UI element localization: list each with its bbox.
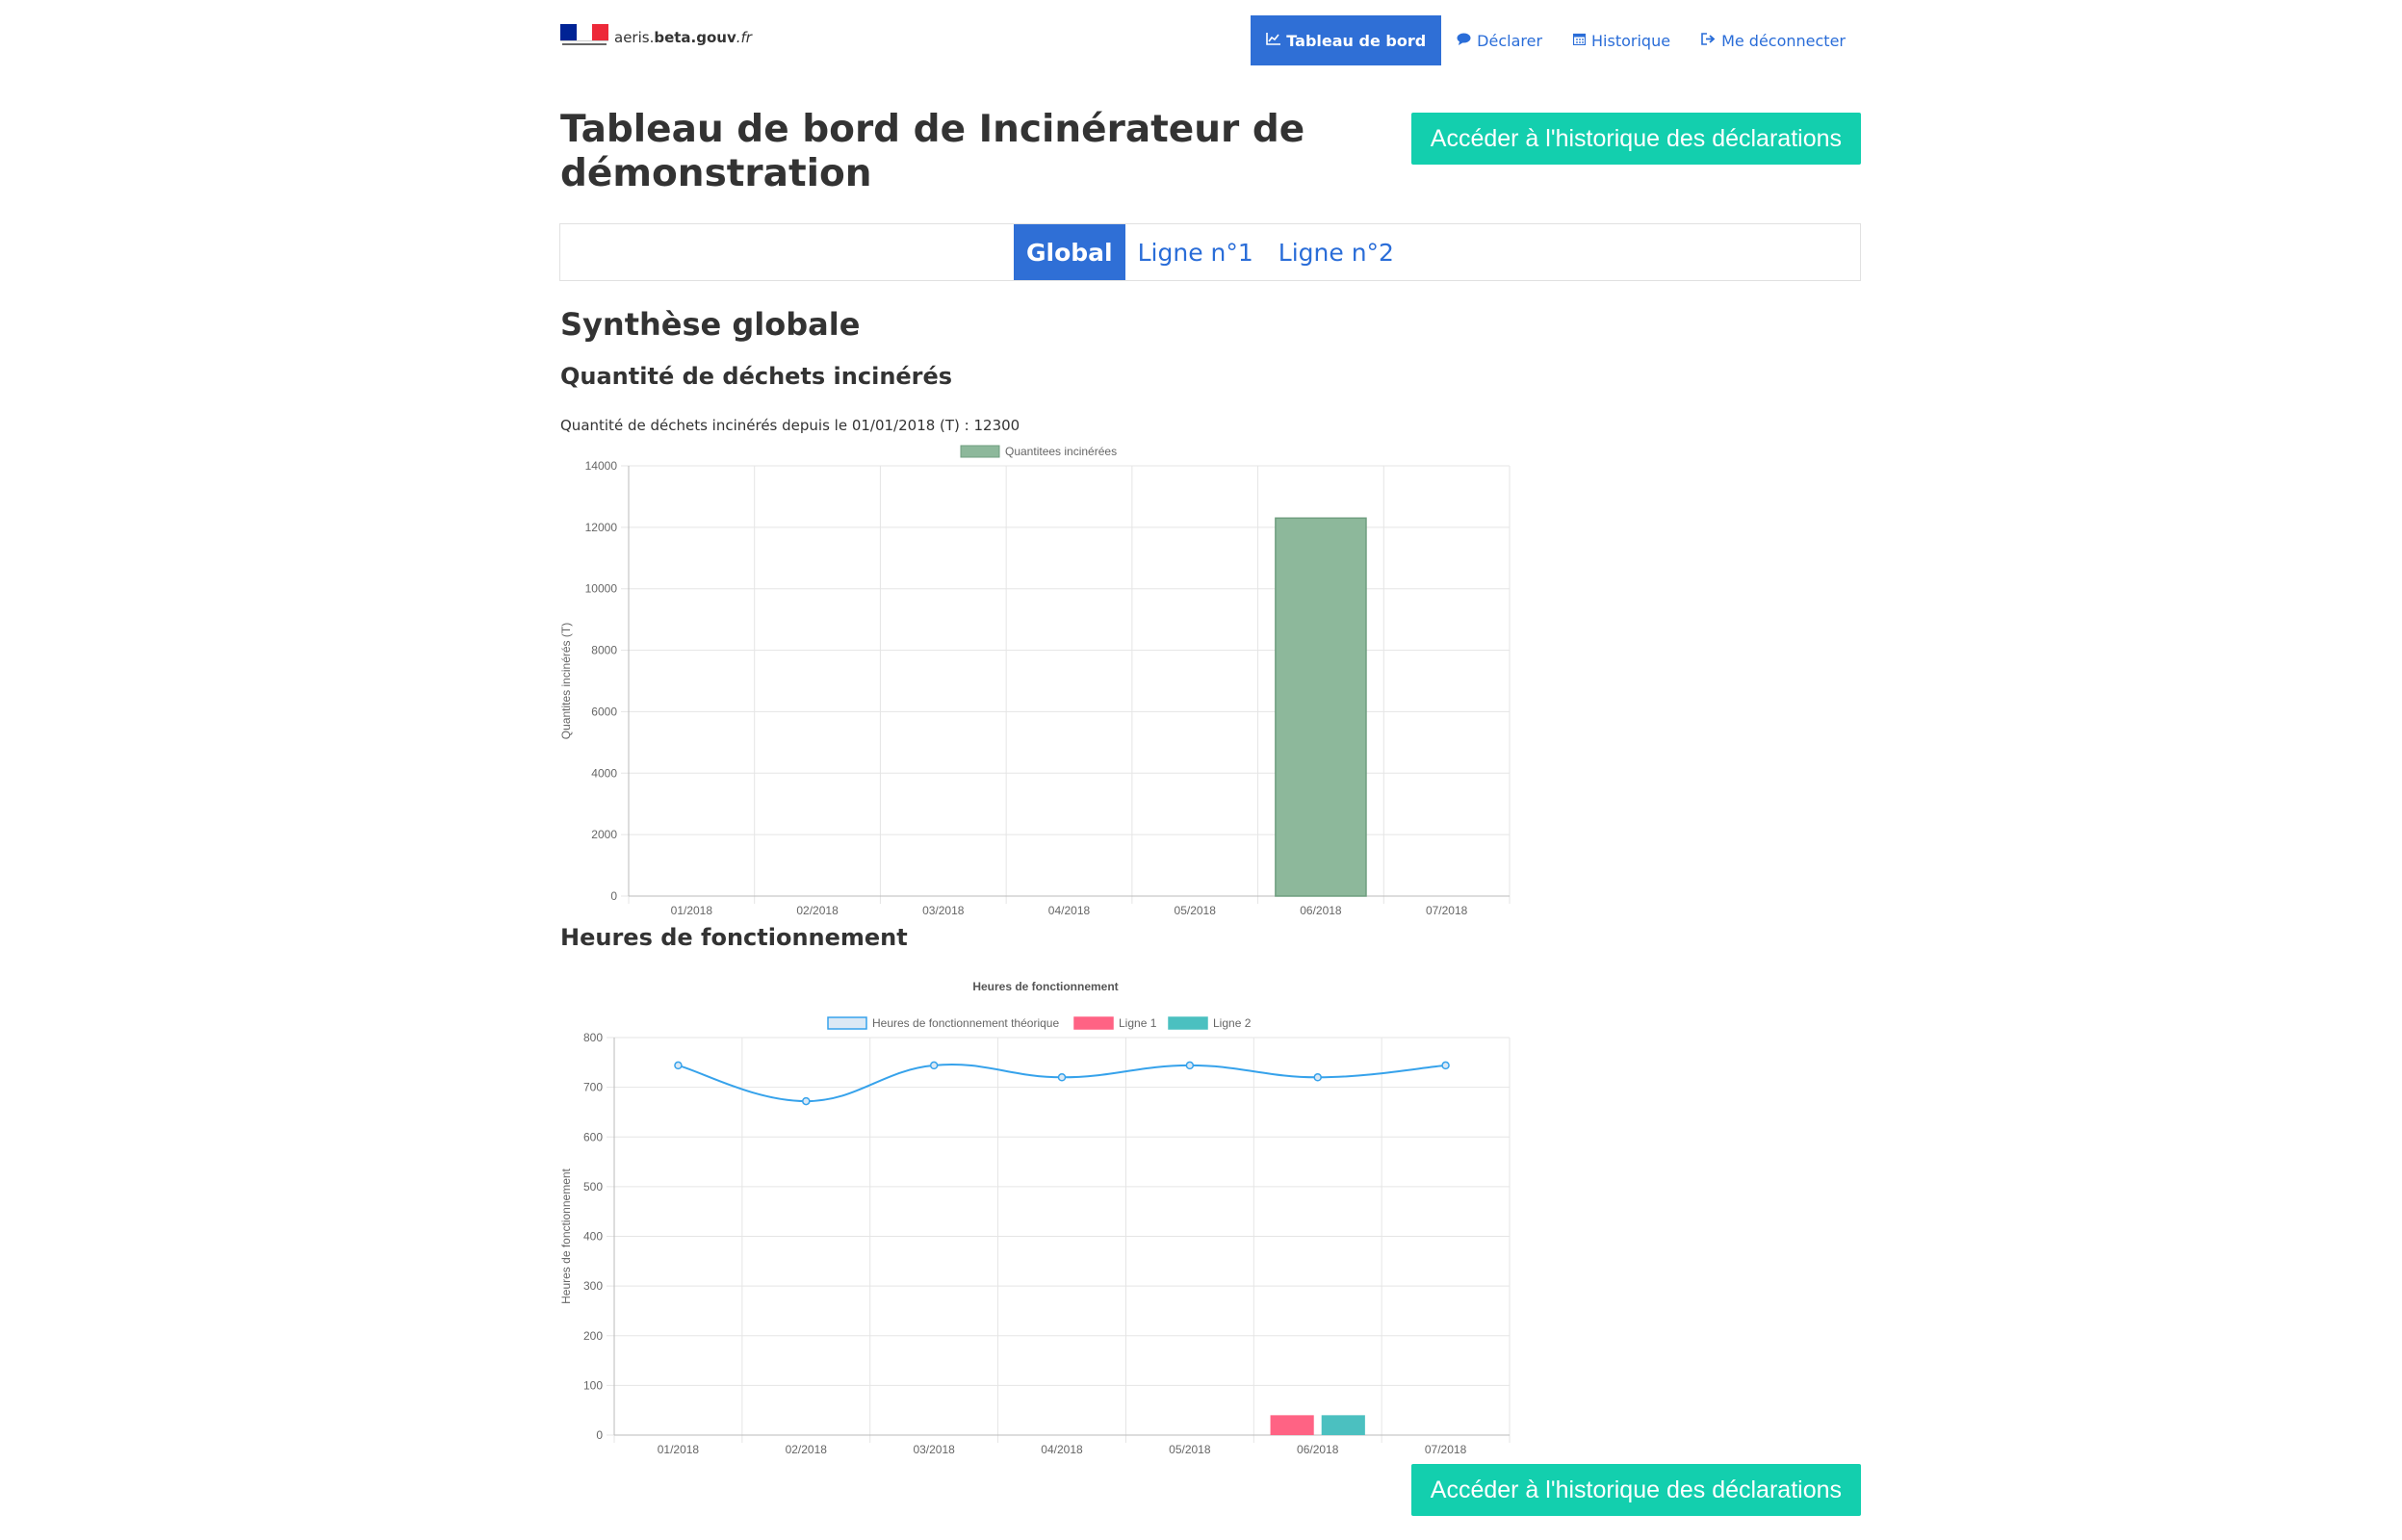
logo-text: aeris.beta.gouv.fr [614,29,752,46]
point-theorique-01-2018 [674,1061,683,1070]
x-tick-label: 03/2018 [913,1443,955,1456]
legend-swatch-ligne-2 [1168,1016,1208,1030]
y-tick-label: 400 [583,1230,603,1244]
legend-label-ligne-2: Ligne 2 [1213,1016,1252,1030]
x-tick-label: 05/2018 [1169,1443,1211,1456]
calendar-icon [1572,33,1587,49]
tab-global[interactable]: Global [1014,224,1125,280]
y-axis-label: Heures de fonctionnement [559,1168,573,1303]
x-tick-label: 06/2018 [1300,904,1342,917]
bar-ligne-2-06-2018 [1321,1415,1365,1435]
y-tick-label: 0 [596,1428,603,1442]
legend-swatch-quantites [960,445,1000,458]
site-logo[interactable]: aeris.beta.gouv.fr [560,21,752,54]
x-tick-label: 02/2018 [786,1443,828,1456]
line-chart-icon [1266,32,1281,49]
x-tick-label: 07/2018 [1426,904,1468,917]
y-tick-label: 600 [583,1130,603,1143]
marianne-flag-icon [560,24,609,51]
y-tick-label: 700 [583,1081,603,1094]
nav-historique[interactable]: Historique [1558,15,1686,65]
y-tick-label: 500 [583,1180,603,1194]
tab-ligne-1[interactable]: Ligne n°1 [1137,238,1253,267]
legend-swatch-theorique [827,1016,867,1030]
legend-label-quantites: Quantitees incinérées [1005,445,1117,458]
sign-out-icon [1701,32,1716,49]
bar-ligne-1-06-2018 [1270,1415,1314,1435]
x-tick-label: 05/2018 [1175,904,1217,917]
history-button-bottom[interactable]: Accéder à l'historique des déclarations [1410,1464,1861,1516]
waste-section-title: Quantité de déchets incinérés [560,363,953,390]
point-theorique-05-2018 [1185,1061,1195,1070]
y-tick-label: 4000 [591,766,617,780]
point-theorique-07-2018 [1441,1061,1450,1070]
nav-me-deconnecter[interactable]: Me déconnecter [1686,15,1861,65]
line-tabs: Global Ligne n°1 Ligne n°2 [559,223,1861,281]
x-tick-label: 07/2018 [1425,1443,1467,1456]
hours-section-title: Heures de fonctionnement [560,924,908,951]
y-tick-label: 6000 [591,705,617,718]
point-theorique-06-2018 [1313,1073,1322,1082]
chart-title: Heures de fonctionnement [972,980,1118,993]
y-tick-label: 200 [583,1329,603,1343]
section-title-synthese: Synthèse globale [560,306,861,343]
x-tick-label: 01/2018 [658,1443,700,1456]
legend-label-theorique: Heures de fonctionnement théorique [872,1016,1059,1030]
hours-line-chart: Heures de fonctionnement Heures de foncti… [559,980,1511,1456]
y-tick-label: 10000 [585,582,618,596]
waste-summary-text: Quantité de déchets incinérés depuis le … [560,417,1020,434]
top-navigation: Tableau de bord Déclarer Historique Me d… [1251,15,1861,65]
legend-swatch-ligne-1 [1073,1016,1114,1030]
x-tick-label: 06/2018 [1297,1443,1339,1456]
point-theorique-02-2018 [802,1096,811,1106]
y-tick-label: 8000 [591,644,617,657]
bar-06-2018 [1275,517,1367,897]
x-tick-label: 02/2018 [796,904,839,917]
y-tick-label: 800 [583,1031,603,1044]
waste-bar-chart: Quantitees incinérées 0 2000 4000 6000 8000 10… [559,445,1511,917]
y-tick-label: 100 [583,1378,603,1392]
y-tick-label: 2000 [591,828,617,841]
nav-declarer[interactable]: Déclarer [1441,15,1558,65]
page-title: Tableau de bord de Incinérateur de démon… [560,108,1305,195]
series-line-theorique [678,1064,1446,1103]
x-tick-label: 03/2018 [922,904,965,917]
y-tick-label: 0 [610,889,617,903]
point-theorique-03-2018 [929,1061,939,1070]
x-tick-label: 04/2018 [1048,904,1091,917]
x-tick-label: 01/2018 [671,904,713,917]
x-tick-label: 04/2018 [1041,1443,1083,1456]
y-tick-label: 12000 [585,521,618,534]
legend-label-ligne-1: Ligne 1 [1119,1016,1157,1030]
history-button-top[interactable]: Accéder à l'historique des déclarations [1410,113,1861,165]
y-tick-label: 14000 [585,459,618,473]
speech-bubble-icon [1457,33,1471,49]
y-tick-label: 300 [583,1279,603,1293]
y-axis-label: Quantites incinérés (T) [559,623,573,739]
nav-tableau-de-bord[interactable]: Tableau de bord [1251,15,1442,65]
tab-ligne-2[interactable]: Ligne n°2 [1278,238,1394,267]
point-theorique-04-2018 [1057,1073,1067,1082]
